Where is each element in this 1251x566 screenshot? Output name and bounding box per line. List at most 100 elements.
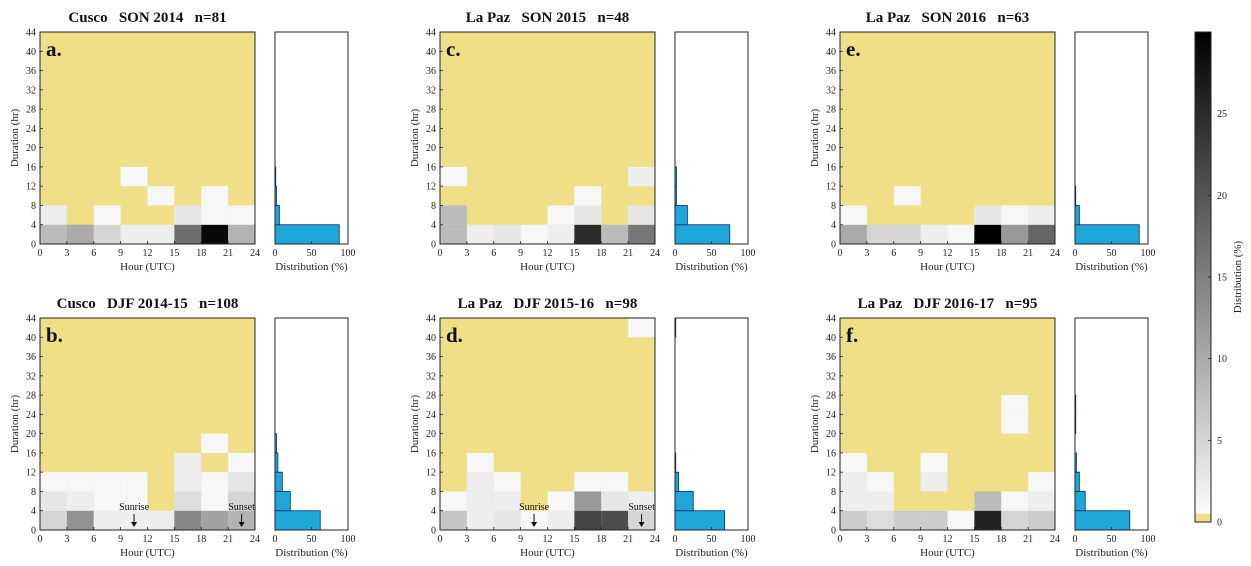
hist-x-tick-label: 50 (307, 248, 317, 259)
hist-x-tick-label: 0 (1073, 534, 1078, 545)
heatmap-cell (40, 491, 67, 511)
y-tick-label: 8 (31, 201, 36, 212)
y-tick-label: 40 (26, 47, 36, 58)
colorbar-tick-label: 5 (1217, 436, 1222, 447)
y-tick-label: 4 (31, 506, 36, 517)
y-tick-label: 16 (26, 162, 36, 173)
heatmap-cell (466, 472, 494, 492)
hist-bar (274, 510, 321, 531)
heatmap-cell (1001, 510, 1029, 530)
hist-x-axis-label: Distribution (%) (275, 261, 348, 273)
panel-title: La Paz DJF 2016-17 n=95 (858, 296, 1038, 312)
y-tick-label: 0 (431, 526, 436, 537)
x-tick-label: 12 (543, 248, 553, 259)
heatmap-cell (974, 224, 1002, 244)
heatmap-cell (866, 224, 894, 244)
heatmap-cell (974, 510, 1002, 530)
heatmap-cell (574, 491, 602, 511)
y-tick-label: 20 (26, 143, 36, 154)
x-tick-label: 3 (464, 534, 469, 545)
x-tick-label: 24 (1050, 248, 1060, 259)
heatmap-cell (174, 205, 202, 225)
heatmap-cell (466, 452, 494, 473)
y-tick-label: 20 (826, 429, 836, 440)
panel-f: 0 3 6 9 12 15 18 21 24048121620242832364044Hour … (809, 296, 1156, 559)
heatmap-cell (174, 491, 202, 511)
heatmap-cell (120, 166, 148, 187)
y-tick-label: 16 (826, 162, 836, 173)
y-axis-label: Duration (hr) (409, 394, 421, 453)
colorbar: 0 5 10 15 20 25 Distribution (%) (1194, 31, 1244, 529)
y-tick-label: 0 (831, 240, 836, 251)
x-axis-label: Hour (UTC) (520, 547, 575, 559)
y-tick-label: 32 (426, 371, 436, 382)
panel-title: Cusco DJF 2014-15 n=108 (57, 296, 239, 312)
y-tick-label: 40 (826, 47, 836, 58)
x-axis-label: Hour (UTC) (520, 261, 575, 273)
heatmap-cell (147, 510, 175, 530)
x-tick-label: 15 (569, 248, 579, 259)
heatmap-cell (628, 224, 655, 244)
heatmap-cell (174, 510, 202, 530)
heatmap-cell (174, 472, 202, 492)
annotation-label: Sunset (228, 502, 255, 513)
heatmap-cell (66, 510, 94, 530)
y-tick-label: 12 (26, 468, 36, 479)
y-tick-label: 12 (426, 182, 436, 193)
hist-x-tick-label: 50 (707, 248, 717, 259)
x-tick-label: 3 (864, 534, 869, 545)
heatmap-cell (628, 205, 655, 225)
hist-x-axis-label: Distribution (%) (675, 261, 748, 273)
x-tick-label: 9 (518, 248, 523, 259)
y-tick-label: 32 (826, 371, 836, 382)
heatmap-cell (147, 186, 175, 206)
hist-x-axis-label: Distribution (%) (675, 547, 748, 559)
hist-x-tick-label: 100 (341, 534, 356, 545)
y-tick-label: 8 (431, 487, 436, 498)
hist-x-tick-label: 50 (1107, 248, 1117, 259)
hist-bar (274, 471, 283, 492)
heatmap-cell (866, 472, 894, 492)
hist-bar (274, 224, 340, 245)
x-tick-label: 18 (596, 248, 606, 259)
heatmap-cell (628, 318, 655, 338)
heatmap-cell (974, 205, 1002, 225)
hist-x-tick-label: 50 (707, 534, 717, 545)
y-tick-label: 4 (431, 506, 436, 517)
heatmap-cell (201, 472, 229, 492)
panel-title: Cusco SON 2014 n=81 (68, 10, 226, 26)
hist-background (1075, 318, 1148, 530)
y-tick-label: 36 (826, 66, 836, 77)
heatmap-cell (1028, 510, 1055, 530)
hist-bar (274, 205, 280, 226)
x-tick-label: 6 (491, 248, 496, 259)
heatmap-cell (574, 186, 602, 206)
y-tick-label: 20 (26, 429, 36, 440)
x-tick-label: 9 (918, 248, 923, 259)
hist-x-axis-label: Distribution (%) (275, 547, 348, 559)
heatmap-cell (1028, 205, 1055, 225)
heatmap-cell (201, 224, 229, 244)
y-axis-label: Duration (hr) (409, 108, 421, 167)
heatmap-cell (920, 224, 948, 244)
x-tick-label: 3 (864, 248, 869, 259)
heatmap-cell (66, 472, 94, 492)
heatmap-cell (93, 472, 121, 492)
hist-bar (1074, 205, 1080, 226)
heatmap-cell (1028, 472, 1055, 492)
heatmap-cell (840, 472, 867, 492)
x-tick-label: 3 (64, 248, 69, 259)
x-tick-label: 3 (64, 534, 69, 545)
hist-x-tick-label: 50 (307, 534, 317, 545)
heatmap-cell (466, 510, 494, 530)
hist-bar (1074, 491, 1086, 512)
heatmap-cell (920, 510, 948, 530)
x-tick-label: 12 (143, 534, 153, 545)
x-tick-label: 0 (438, 248, 443, 259)
x-tick-label: 12 (143, 248, 153, 259)
y-axis-label: Duration (hr) (9, 108, 21, 167)
colorbar-zero-band (1195, 513, 1211, 522)
x-tick-label: 24 (250, 248, 260, 259)
heatmap-cell (1001, 205, 1029, 225)
x-tick-label: 9 (118, 534, 123, 545)
